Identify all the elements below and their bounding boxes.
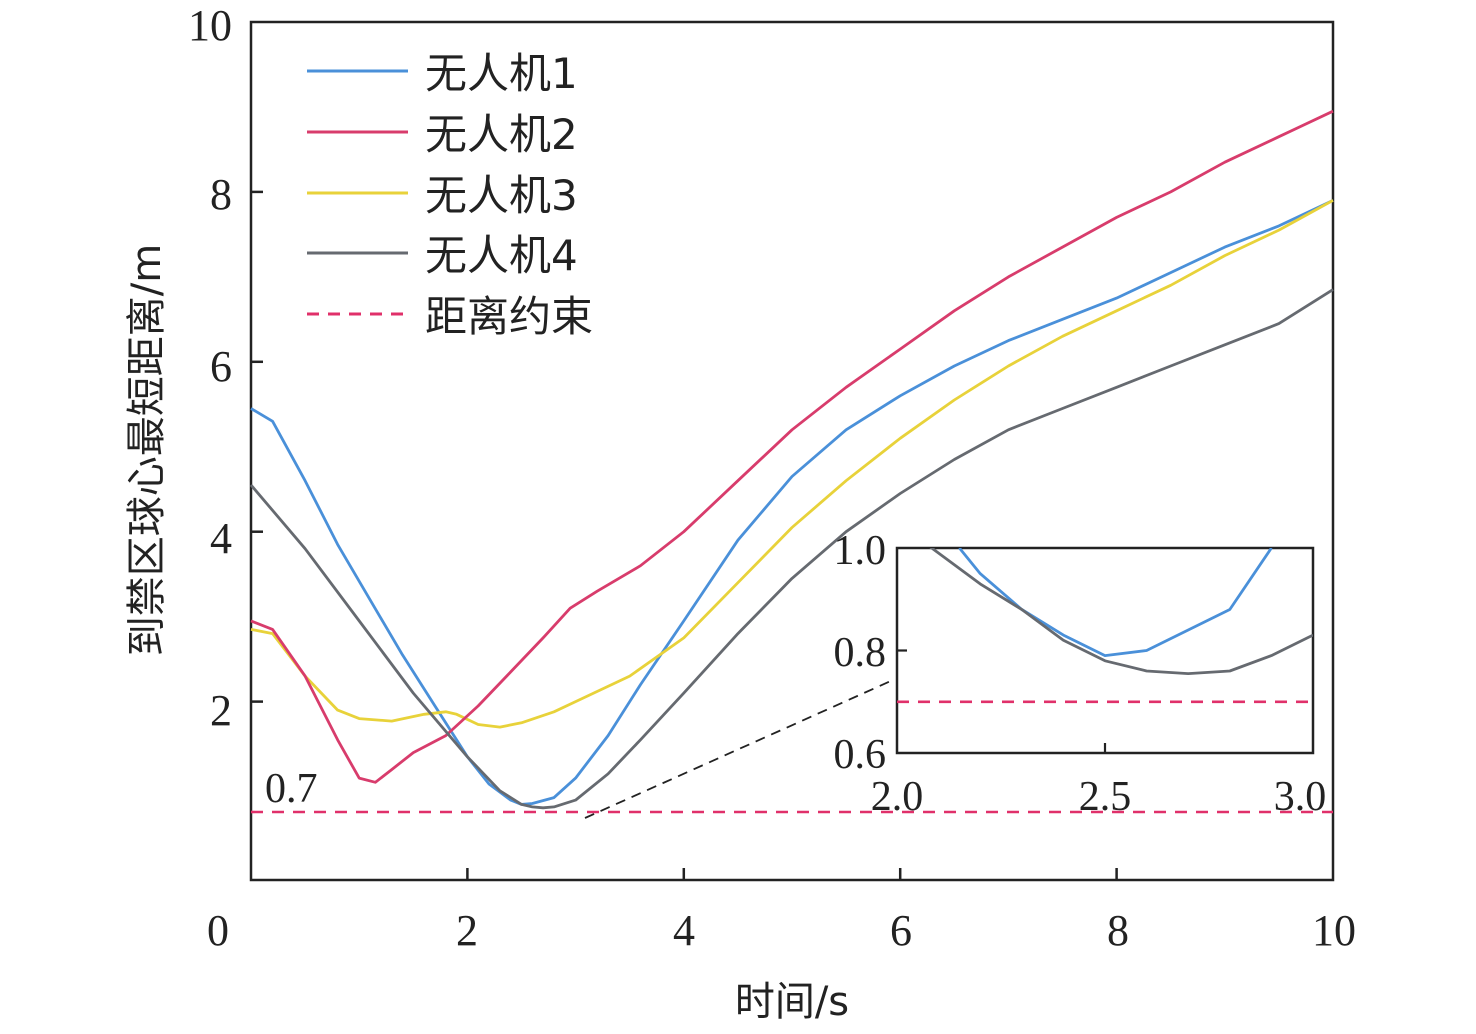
zoom-connector-line	[584, 679, 894, 819]
x-axis-label: 时间/s	[735, 979, 849, 1025]
x-tick-label-6: 6	[890, 906, 912, 955]
constraint-value-label: 0.7	[265, 766, 318, 812]
series-line-4	[249, 288, 1334, 810]
inset-series	[897, 548, 1313, 704]
inset-series-line-2	[929, 548, 1313, 675]
x-tick-label-4: 4	[673, 906, 695, 955]
series-line-2	[250, 109, 1334, 784]
legend-label-uav4: 无人机4	[425, 231, 578, 280]
legend-label-uav3: 无人机3	[425, 171, 578, 220]
series-line-1	[250, 199, 1334, 806]
inset-y-tick-label-0-6: 0.6	[834, 732, 887, 778]
main-series	[249, 109, 1334, 814]
legend-label-uav1: 无人机1	[425, 49, 578, 98]
y-tick-label-2: 2	[210, 686, 232, 735]
inset-ticks	[897, 649, 1107, 753]
inset-y-tick-label-1-0: 1.0	[834, 528, 887, 574]
inset-x-tick-label-2-0: 2.0	[871, 774, 924, 820]
main-ticks	[251, 190, 1118, 880]
inset-plot: 1.0 0.8 0.6 2.0 2.5 3.0	[834, 528, 1327, 820]
plot-frame	[249, 20, 1335, 882]
inset-x-tick-label-3-0: 3.0	[1274, 774, 1327, 820]
y-tick-label-4: 4	[210, 514, 232, 563]
x-tick-label-10: 10	[1312, 906, 1356, 955]
legend-label-uav2: 无人机2	[425, 110, 578, 159]
x-tick-label-2: 2	[456, 906, 478, 955]
y-tick-labels: 2 4 6 8 10	[188, 1, 232, 735]
y-tick-label-8: 8	[210, 170, 232, 219]
y-axis-label: 到禁区球心最短距离/m	[124, 244, 170, 656]
legend-label-constraint: 距离约束	[425, 292, 593, 341]
y-tick-label-10: 10	[188, 1, 232, 50]
inset-y-tick-label-0-8: 0.8	[834, 630, 887, 676]
x-tick-label-0: 0	[207, 906, 229, 955]
x-tick-label-8: 8	[1107, 906, 1129, 955]
legend: 无人机1 无人机2 无人机3 无人机4 距离约束	[307, 49, 593, 341]
inset-frame	[895, 546, 1315, 755]
inset-x-tick-label-2-5: 2.5	[1079, 774, 1132, 820]
series-line-3	[250, 199, 1334, 729]
x-tick-labels: 0 2 4 6 8 10	[207, 906, 1356, 955]
y-tick-label-6: 6	[210, 342, 232, 391]
inset-series-line-1	[958, 548, 1273, 657]
